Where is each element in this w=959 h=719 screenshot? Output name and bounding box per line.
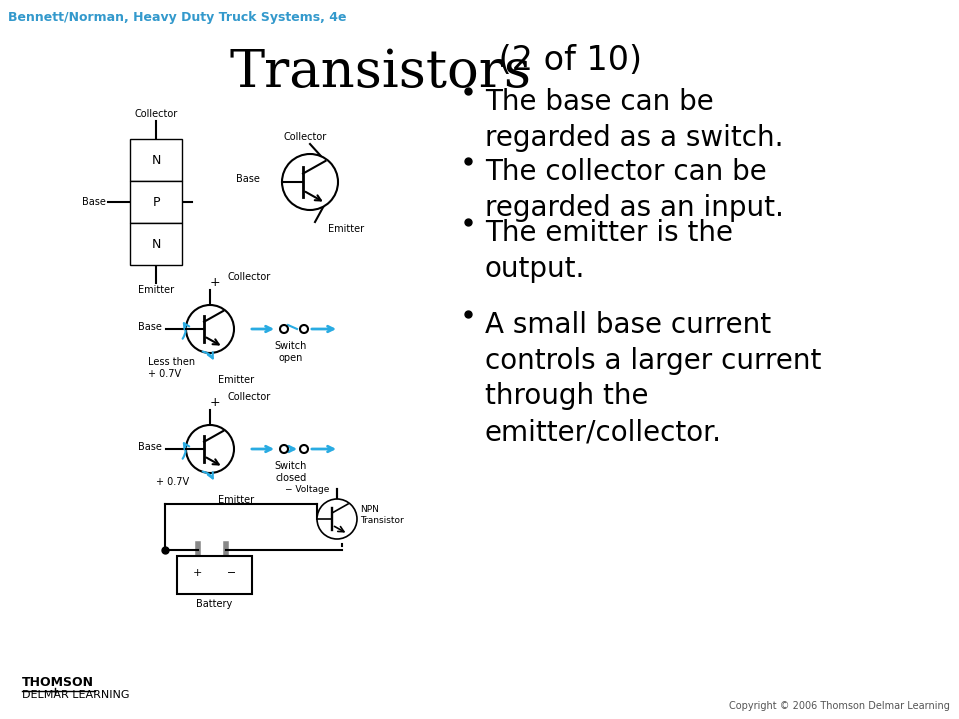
Text: Collector: Collector [227, 272, 270, 282]
Text: Bennett/Norman, Heavy Duty Truck Systems, 4e: Bennett/Norman, Heavy Duty Truck Systems… [8, 11, 346, 24]
Text: A small base current
controls a larger current
through the
emitter/collector.: A small base current controls a larger c… [485, 311, 821, 446]
Text: The base can be
regarded as a switch.: The base can be regarded as a switch. [485, 88, 784, 152]
Circle shape [282, 154, 338, 210]
Text: +: + [210, 277, 221, 290]
Text: NPN
Transistor: NPN Transistor [360, 505, 404, 525]
Text: THOMSON: THOMSON [22, 676, 94, 689]
Text: Switch
closed: Switch closed [275, 461, 307, 482]
Text: Copyright © 2006 Thomson Delmar Learning: Copyright © 2006 Thomson Delmar Learning [729, 701, 950, 711]
Bar [177, 556, 252, 594]
Text: Switch
open: Switch open [275, 341, 307, 362]
Text: Base: Base [138, 322, 162, 332]
Circle shape [280, 445, 288, 453]
Bar [130, 181, 182, 223]
Text: P: P [152, 196, 160, 209]
Text: Less then
+ 0.7V: Less then + 0.7V [148, 357, 195, 379]
Text: Collector: Collector [283, 132, 327, 142]
Text: Base: Base [236, 174, 260, 184]
Bar [130, 139, 182, 181]
Text: DELMAR LEARNING: DELMAR LEARNING [22, 690, 129, 700]
Text: Battery: Battery [197, 599, 233, 609]
Text: +: + [210, 396, 221, 410]
Circle shape [317, 499, 357, 539]
Text: +       −: + − [193, 568, 236, 578]
Text: Base: Base [82, 197, 106, 207]
Bar [130, 223, 182, 265]
Text: (2 of 10): (2 of 10) [488, 44, 642, 77]
Circle shape [280, 325, 288, 333]
Text: Emitter: Emitter [218, 375, 254, 385]
Text: Emitter: Emitter [218, 495, 254, 505]
Circle shape [186, 425, 234, 473]
Circle shape [186, 305, 234, 353]
Text: + 0.7V: + 0.7V [156, 477, 189, 487]
Text: N: N [152, 237, 161, 250]
Text: The collector can be
regarded as an input.: The collector can be regarded as an inpu… [485, 158, 784, 221]
Text: Transistors: Transistors [230, 47, 532, 98]
Text: Collector: Collector [227, 392, 270, 402]
Text: − Voltage: − Voltage [285, 485, 329, 494]
Circle shape [300, 325, 308, 333]
Text: Emitter: Emitter [138, 285, 175, 295]
Text: Base: Base [138, 442, 162, 452]
Text: Collector: Collector [134, 109, 177, 119]
Circle shape [300, 445, 308, 453]
Text: Emitter: Emitter [328, 224, 364, 234]
Text: N: N [152, 153, 161, 167]
Text: The emitter is the
output.: The emitter is the output. [485, 219, 733, 283]
